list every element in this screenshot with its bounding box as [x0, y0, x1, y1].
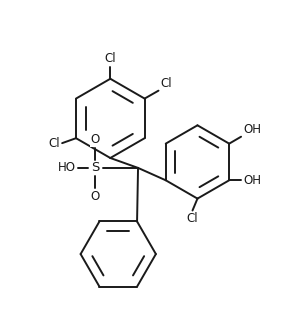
Text: O: O [91, 133, 100, 146]
Text: Cl: Cl [187, 212, 198, 226]
Text: HO: HO [58, 161, 76, 175]
Text: O: O [91, 190, 100, 203]
Text: Cl: Cl [160, 77, 172, 90]
Text: OH: OH [243, 123, 261, 136]
Text: S: S [91, 161, 100, 175]
Text: Cl: Cl [104, 52, 116, 65]
Text: Cl: Cl [49, 137, 60, 150]
Text: OH: OH [243, 174, 261, 187]
